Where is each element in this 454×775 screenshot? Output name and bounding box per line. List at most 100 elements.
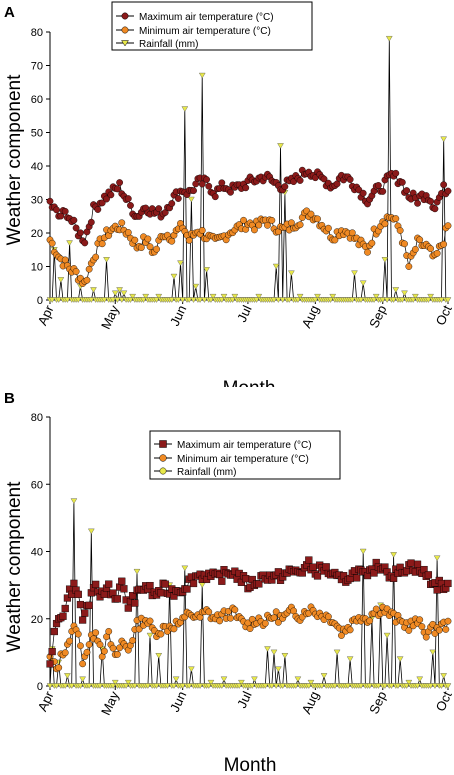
x-tick-label: Jul	[234, 689, 255, 711]
data-point	[103, 195, 110, 203]
data-point	[379, 188, 387, 195]
data-point	[346, 626, 354, 634]
data-point	[433, 586, 441, 594]
data-point	[242, 575, 250, 583]
data-point	[242, 184, 250, 192]
y-tick-label: 60	[31, 94, 43, 106]
data-point	[92, 629, 100, 637]
data-point	[77, 642, 84, 650]
min-temp-series	[46, 603, 452, 673]
y-axis-title: Weather component	[4, 481, 25, 652]
rainfall-point	[238, 679, 245, 686]
data-point	[92, 580, 100, 588]
data-point	[116, 179, 123, 186]
rainfall-point	[185, 297, 193, 303]
rainfall-point	[320, 673, 328, 679]
data-point	[198, 180, 206, 188]
data-point	[444, 579, 452, 588]
data-point	[72, 224, 80, 232]
max-temp-series	[46, 166, 452, 247]
data-point	[309, 563, 317, 571]
data-point	[100, 647, 108, 655]
rainfall-point	[270, 649, 278, 656]
data-point	[157, 589, 165, 597]
legend-label-max: Maximum air temperature (°C)	[177, 440, 312, 451]
x-tick-label: Aug	[299, 689, 322, 716]
data-point	[398, 178, 406, 186]
y-tick-label: 0	[37, 681, 43, 693]
legend: Maximum air temperature (°C) Minimum air…	[149, 430, 341, 480]
data-point	[98, 240, 106, 248]
data-point	[48, 647, 56, 656]
rainfall-point	[185, 683, 193, 689]
rainfall-point	[198, 582, 206, 589]
rainfall-point	[381, 683, 389, 689]
data-point	[331, 236, 339, 244]
rainfall-point	[198, 72, 206, 79]
data-point	[53, 206, 60, 214]
rainfall-point	[111, 679, 119, 686]
rainfall-point	[229, 297, 237, 303]
data-point	[74, 630, 82, 638]
rainfall-point	[155, 293, 163, 300]
rainfall-point	[444, 297, 452, 303]
data-point	[348, 229, 356, 237]
data-point	[359, 189, 367, 197]
data-point	[59, 612, 67, 620]
data-point	[296, 221, 304, 229]
data-point	[401, 240, 408, 248]
rainfall-point	[401, 290, 408, 297]
data-point	[113, 595, 122, 603]
data-point	[418, 623, 426, 630]
data-point	[46, 197, 54, 205]
rainfall-point	[218, 683, 226, 689]
data-point	[324, 224, 332, 232]
data-point	[61, 207, 69, 215]
data-point	[405, 627, 413, 634]
data-point	[370, 569, 378, 577]
rainfall-point	[53, 683, 60, 689]
y-tick-label: 80	[31, 27, 43, 39]
rainfall-point	[375, 683, 382, 689]
data-point	[405, 263, 413, 270]
rainfall-point	[77, 683, 84, 689]
x-tick-label: Oct	[433, 303, 454, 328]
rainfall-point	[383, 297, 391, 303]
data-point	[353, 574, 361, 582]
rainfall-point	[253, 297, 260, 303]
data-point	[216, 617, 224, 625]
x-axis-title: Month	[224, 755, 277, 775]
rainfall-point	[444, 683, 452, 689]
data-point	[255, 221, 263, 229]
y-tick-label: 30	[31, 195, 43, 207]
rainfall-point	[179, 683, 187, 689]
rainfall-point	[205, 683, 213, 689]
data-point	[174, 195, 182, 202]
rainfall-point	[188, 196, 195, 203]
rainfall-point	[288, 270, 295, 277]
y-axis-title: Weather component	[4, 74, 25, 245]
y-tick-labels: 0 20 40 60 80	[31, 412, 43, 693]
data-point	[118, 577, 126, 585]
data-point	[168, 237, 176, 245]
data-point	[392, 215, 400, 222]
legend-marker-min	[159, 454, 167, 462]
data-point	[96, 641, 104, 649]
data-point	[127, 202, 134, 209]
rainfall-point	[203, 267, 210, 273]
y-tick-label: 20	[31, 614, 43, 626]
rainfall-point	[188, 666, 195, 673]
y-tick-label: 70	[31, 61, 43, 73]
rainfall-point	[124, 679, 132, 686]
rainfall-point	[390, 297, 397, 303]
data-point	[372, 605, 380, 613]
panel-label: A	[4, 4, 15, 21]
rainfall-point	[146, 632, 154, 639]
data-point	[94, 206, 102, 213]
data-point	[205, 182, 213, 190]
rainfall-point	[398, 297, 406, 303]
legend-box	[111, 1, 313, 51]
rainfall-point	[144, 683, 152, 689]
